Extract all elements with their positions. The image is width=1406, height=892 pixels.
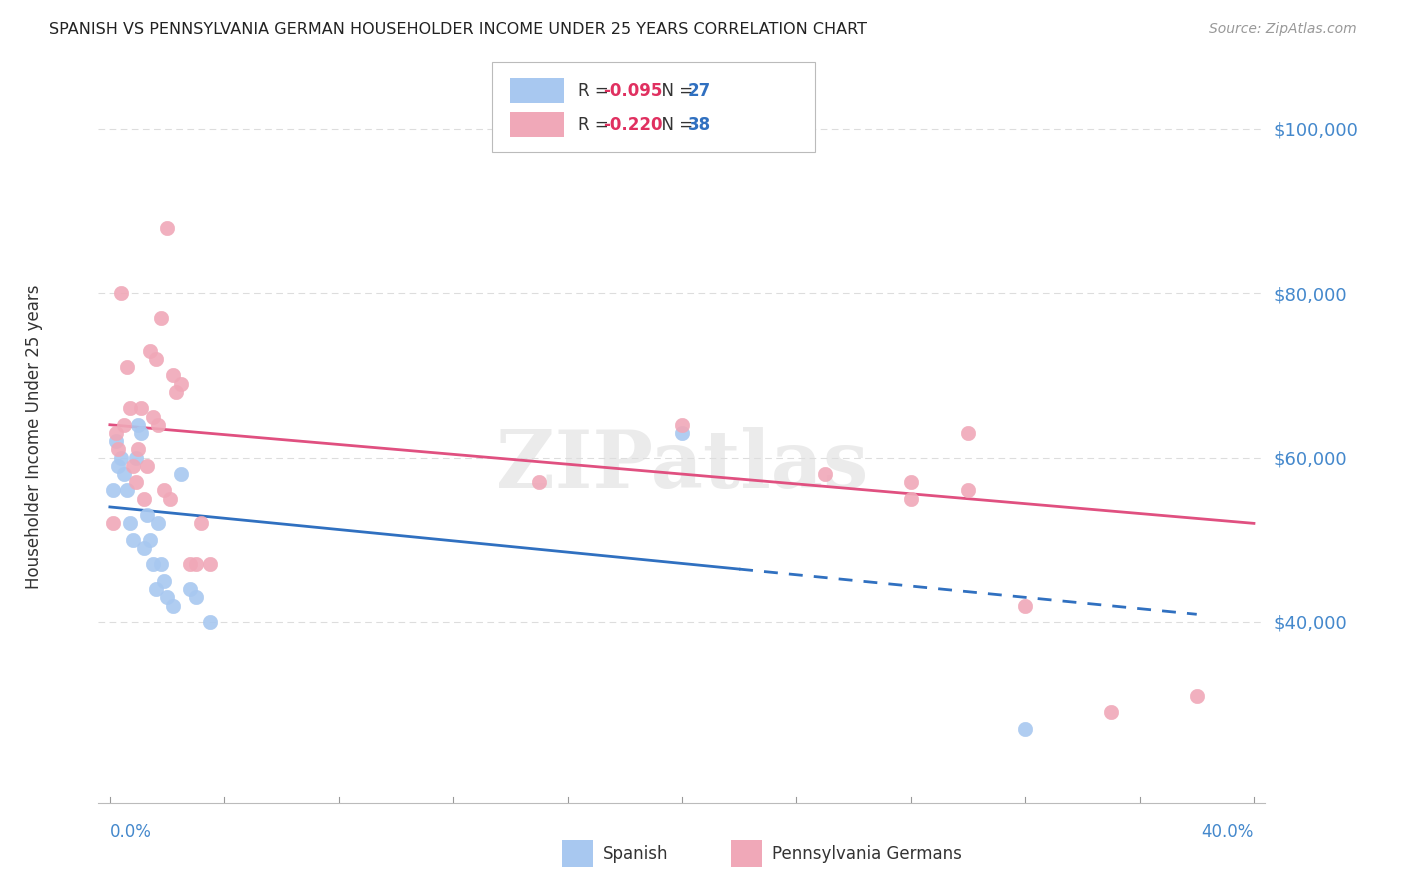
Point [139,533,162,547]
Text: Householder Income Under 25 years: Householder Income Under 25 years [25,285,44,590]
Point [131,401,153,416]
Point [115,360,138,375]
Text: 27: 27 [688,82,711,100]
Point [159,491,181,506]
Point [956,425,979,440]
Point [142,558,165,572]
Point [136,458,159,473]
Point [148,417,170,432]
Text: N =: N = [651,116,699,134]
Point [107,458,129,473]
Point [142,409,165,424]
Point [124,450,146,465]
Text: Source: ZipAtlas.com: Source: ZipAtlas.com [1209,22,1357,37]
Text: 0.0%: 0.0% [110,823,152,841]
Text: ZIPatlas: ZIPatlas [496,427,868,506]
Text: -0.095: -0.095 [603,82,662,100]
Point [1185,689,1208,703]
Point [110,286,132,301]
Point [165,384,187,399]
Point [184,591,207,605]
Point [162,368,184,383]
Point [198,615,221,629]
Point [118,401,141,416]
Point [124,475,146,490]
Point [527,475,550,490]
Point [170,467,193,481]
Point [107,442,129,457]
Point [101,516,124,531]
Text: SPANISH VS PENNSYLVANIA GERMAN HOUSEHOLDER INCOME UNDER 25 YEARS CORRELATION CHA: SPANISH VS PENNSYLVANIA GERMAN HOUSEHOLD… [49,22,868,37]
Point [104,434,127,449]
Point [101,483,124,498]
Point [184,558,207,572]
Text: R =: R = [578,116,614,134]
Point [170,376,193,391]
Point [1014,599,1036,613]
Point [900,475,922,490]
Point [112,417,135,432]
Point [1014,722,1036,736]
Point [179,582,201,596]
Point [150,558,173,572]
Point [900,491,922,506]
Point [112,467,135,481]
Point [190,516,212,531]
Text: 40.0%: 40.0% [1202,823,1254,841]
Point [156,220,179,235]
Point [118,516,141,531]
Text: 38: 38 [688,116,710,134]
Point [131,425,153,440]
Text: N =: N = [651,82,699,100]
Point [145,582,167,596]
Point [104,425,127,440]
Point [956,483,979,498]
Point [139,343,162,358]
Text: Spanish: Spanish [603,845,669,863]
Point [153,574,176,588]
Point [150,310,173,325]
Point [156,591,179,605]
Point [145,351,167,366]
Point [1099,706,1122,720]
Point [127,417,149,432]
Point [148,516,170,531]
Point [814,467,837,481]
Point [198,558,221,572]
Point [671,425,693,440]
Point [110,450,132,465]
Point [134,491,156,506]
Point [671,417,693,432]
Point [162,599,184,613]
Point [121,533,143,547]
Point [127,442,149,457]
Point [134,541,156,555]
Point [179,558,201,572]
Point [115,483,138,498]
Point [121,458,143,473]
Text: Pennsylvania Germans: Pennsylvania Germans [772,845,962,863]
Text: -0.220: -0.220 [603,116,662,134]
Point [136,508,159,523]
Text: R =: R = [578,82,614,100]
Point [153,483,176,498]
